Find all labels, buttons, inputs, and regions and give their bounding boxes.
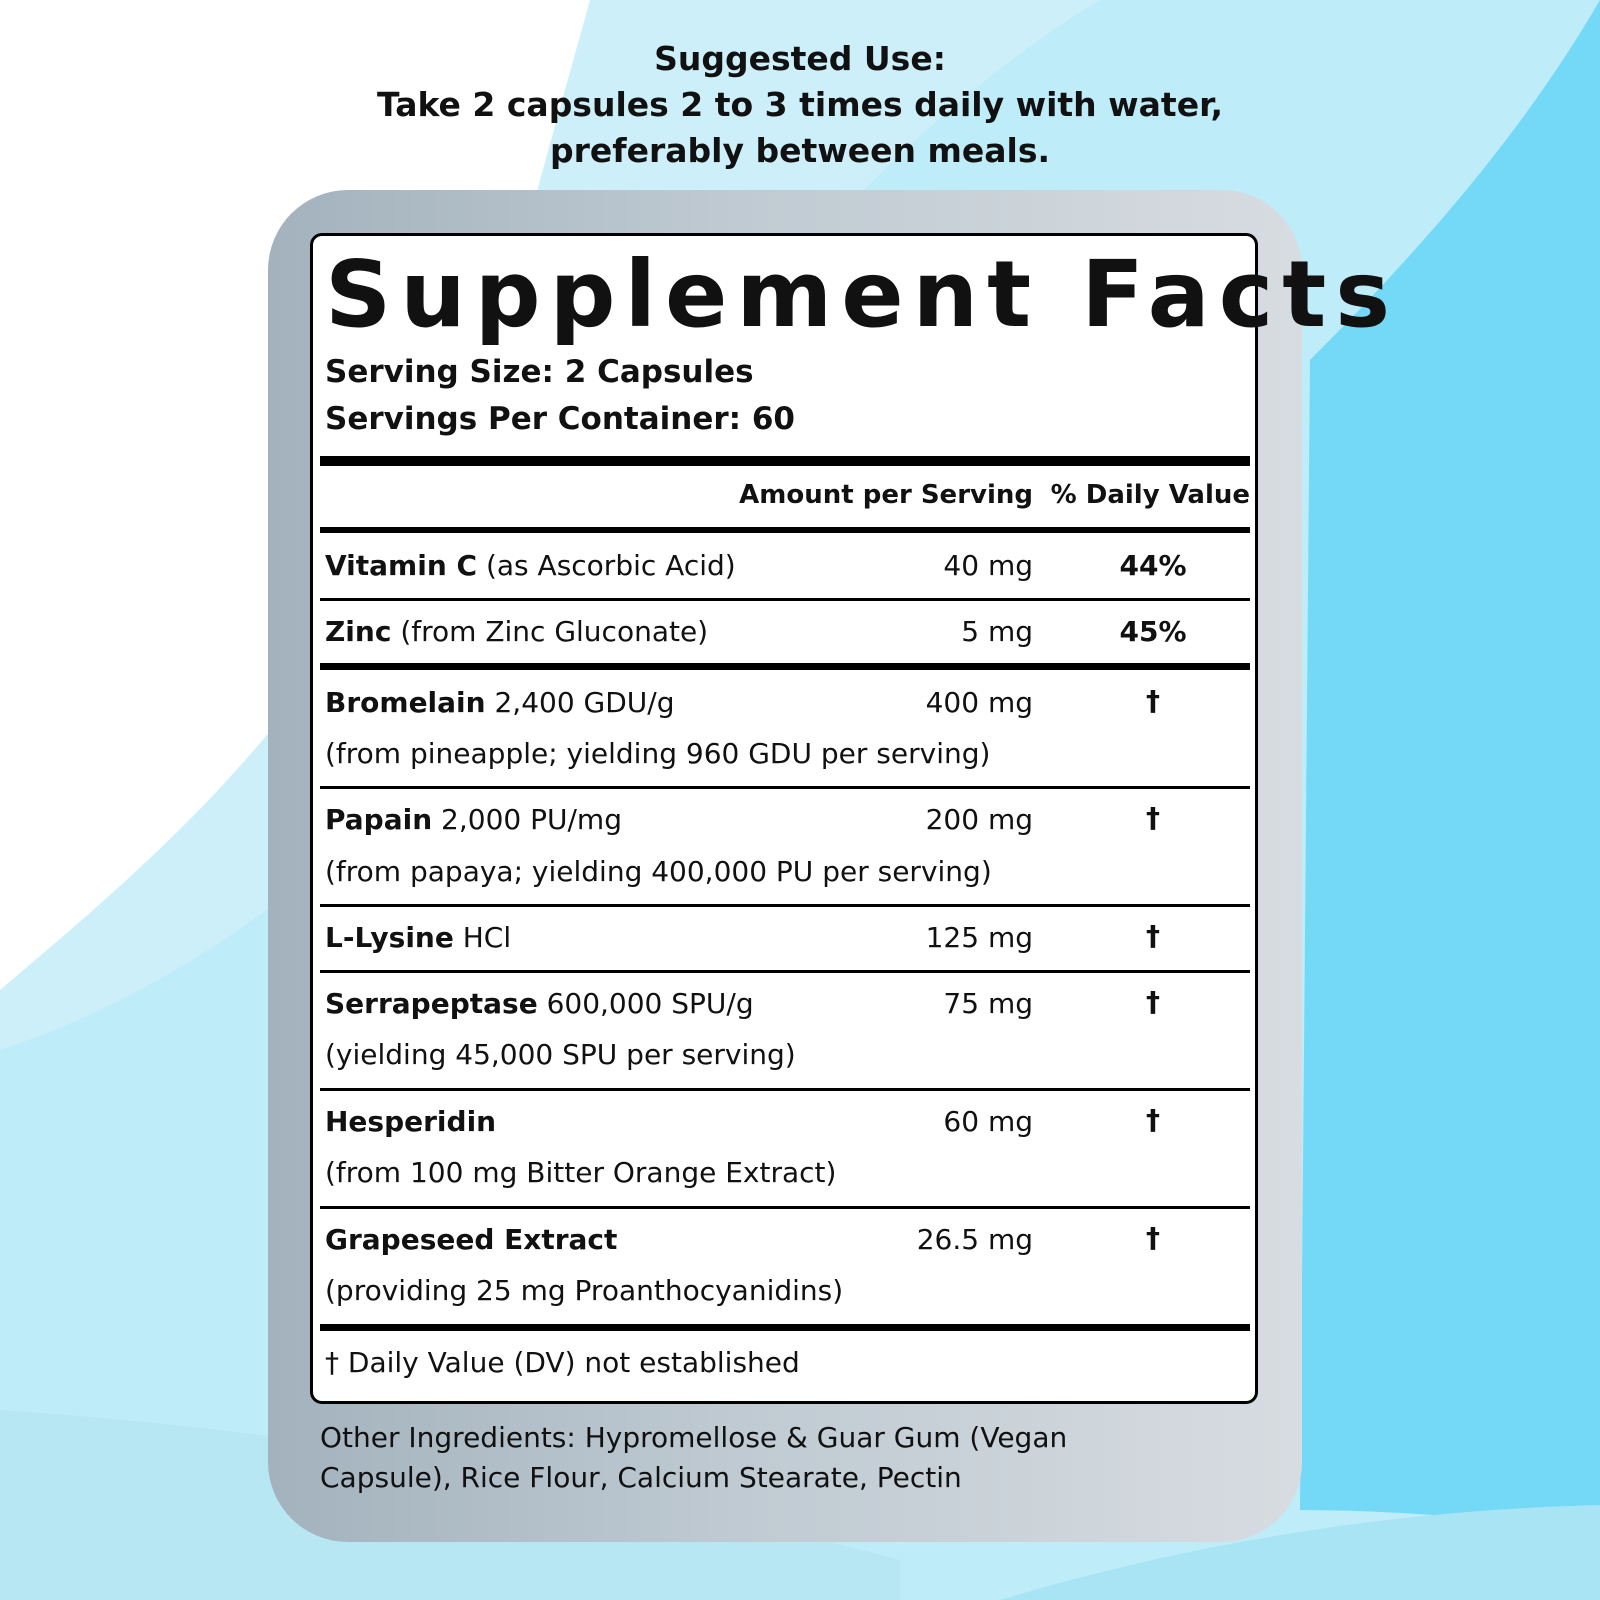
nutrient-daily-value: 44% [1119,549,1187,582]
daily-value-footnote: † Daily Value (DV) not established [325,1346,800,1379]
dagger-icon: † [1146,684,1160,717]
divider [320,1206,1250,1209]
nutrient-sub: (from pineapple; yielding 960 GDU per se… [325,737,991,770]
nutrient-amount: 75 mg [943,987,1033,1020]
column-header-amount: Amount per Serving [739,480,1033,510]
dagger-icon: † [1146,801,1160,834]
nutrient-daily-value: 45% [1119,615,1187,648]
suggested-use-line2: preferably between meals. [549,131,1051,170]
divider [320,904,1250,907]
divider [320,663,1250,670]
divider [320,456,1250,466]
nutrient-amount: 125 mg [925,921,1033,954]
divider [320,1324,1250,1331]
divider [320,970,1250,973]
servings-per-container: Servings Per Container: 60 [325,401,795,437]
nutrient-sub: (from papaya; yielding 400,000 PU per se… [325,855,992,888]
nutrient-name: Papain 2,000 PU/mg [325,803,622,836]
dagger-icon: † [1146,1103,1160,1136]
nutrient-amount: 60 mg [943,1105,1033,1138]
nutrient-amount: 200 mg [925,803,1033,836]
dagger-icon: † [1146,919,1160,952]
divider [320,1088,1250,1091]
nutrient-amount: 5 mg [961,615,1033,648]
suggested-use-line1: Take 2 capsules 2 to 3 times daily with … [376,85,1224,124]
nutrient-sub: (from 100 mg Bitter Orange Extract) [325,1156,837,1189]
nutrient-amount: 40 mg [943,549,1033,582]
serving-size: Serving Size: 2 Capsules [325,354,754,390]
nutrient-name: Serrapeptase 600,000 SPU/g [325,987,754,1020]
nutrient-name: Vitamin C (as Ascorbic Acid) [325,549,736,582]
suggested-use-heading: Suggested Use: [654,39,946,78]
nutrient-sub: (yielding 45,000 SPU per serving) [325,1038,796,1071]
nutrient-amount: 26.5 mg [916,1223,1033,1256]
dagger-icon: † [1146,985,1160,1018]
nutrient-name: Zinc (from Zinc Gluconate) [325,615,709,648]
nutrient-sub: (providing 25 mg Proanthocyanidins) [325,1274,844,1307]
nutrient-name: Bromelain 2,400 GDU/g [325,686,675,719]
nutrient-name: Grapeseed Extract [325,1223,618,1256]
divider [320,527,1250,533]
divider [320,598,1250,601]
other-ingredients: Other Ingredients: Hypromellose & Guar G… [320,1421,1068,1494]
facts-title: Supplement Facts [325,241,1399,348]
nutrient-name: Hesperidin [325,1105,497,1138]
nutrient-amount: 400 mg [925,686,1033,719]
suggested-use: Suggested Use: Take 2 capsules 2 to 3 ti… [0,36,1600,174]
divider [320,786,1250,789]
supplement-facts-box: Supplement Facts Serving Size: 2 Capsule… [310,233,1390,1404]
nutrient-name: L-Lysine HCl [325,921,512,954]
column-header-daily-value: % Daily Value [1050,480,1250,510]
dagger-icon: † [1146,1221,1160,1254]
